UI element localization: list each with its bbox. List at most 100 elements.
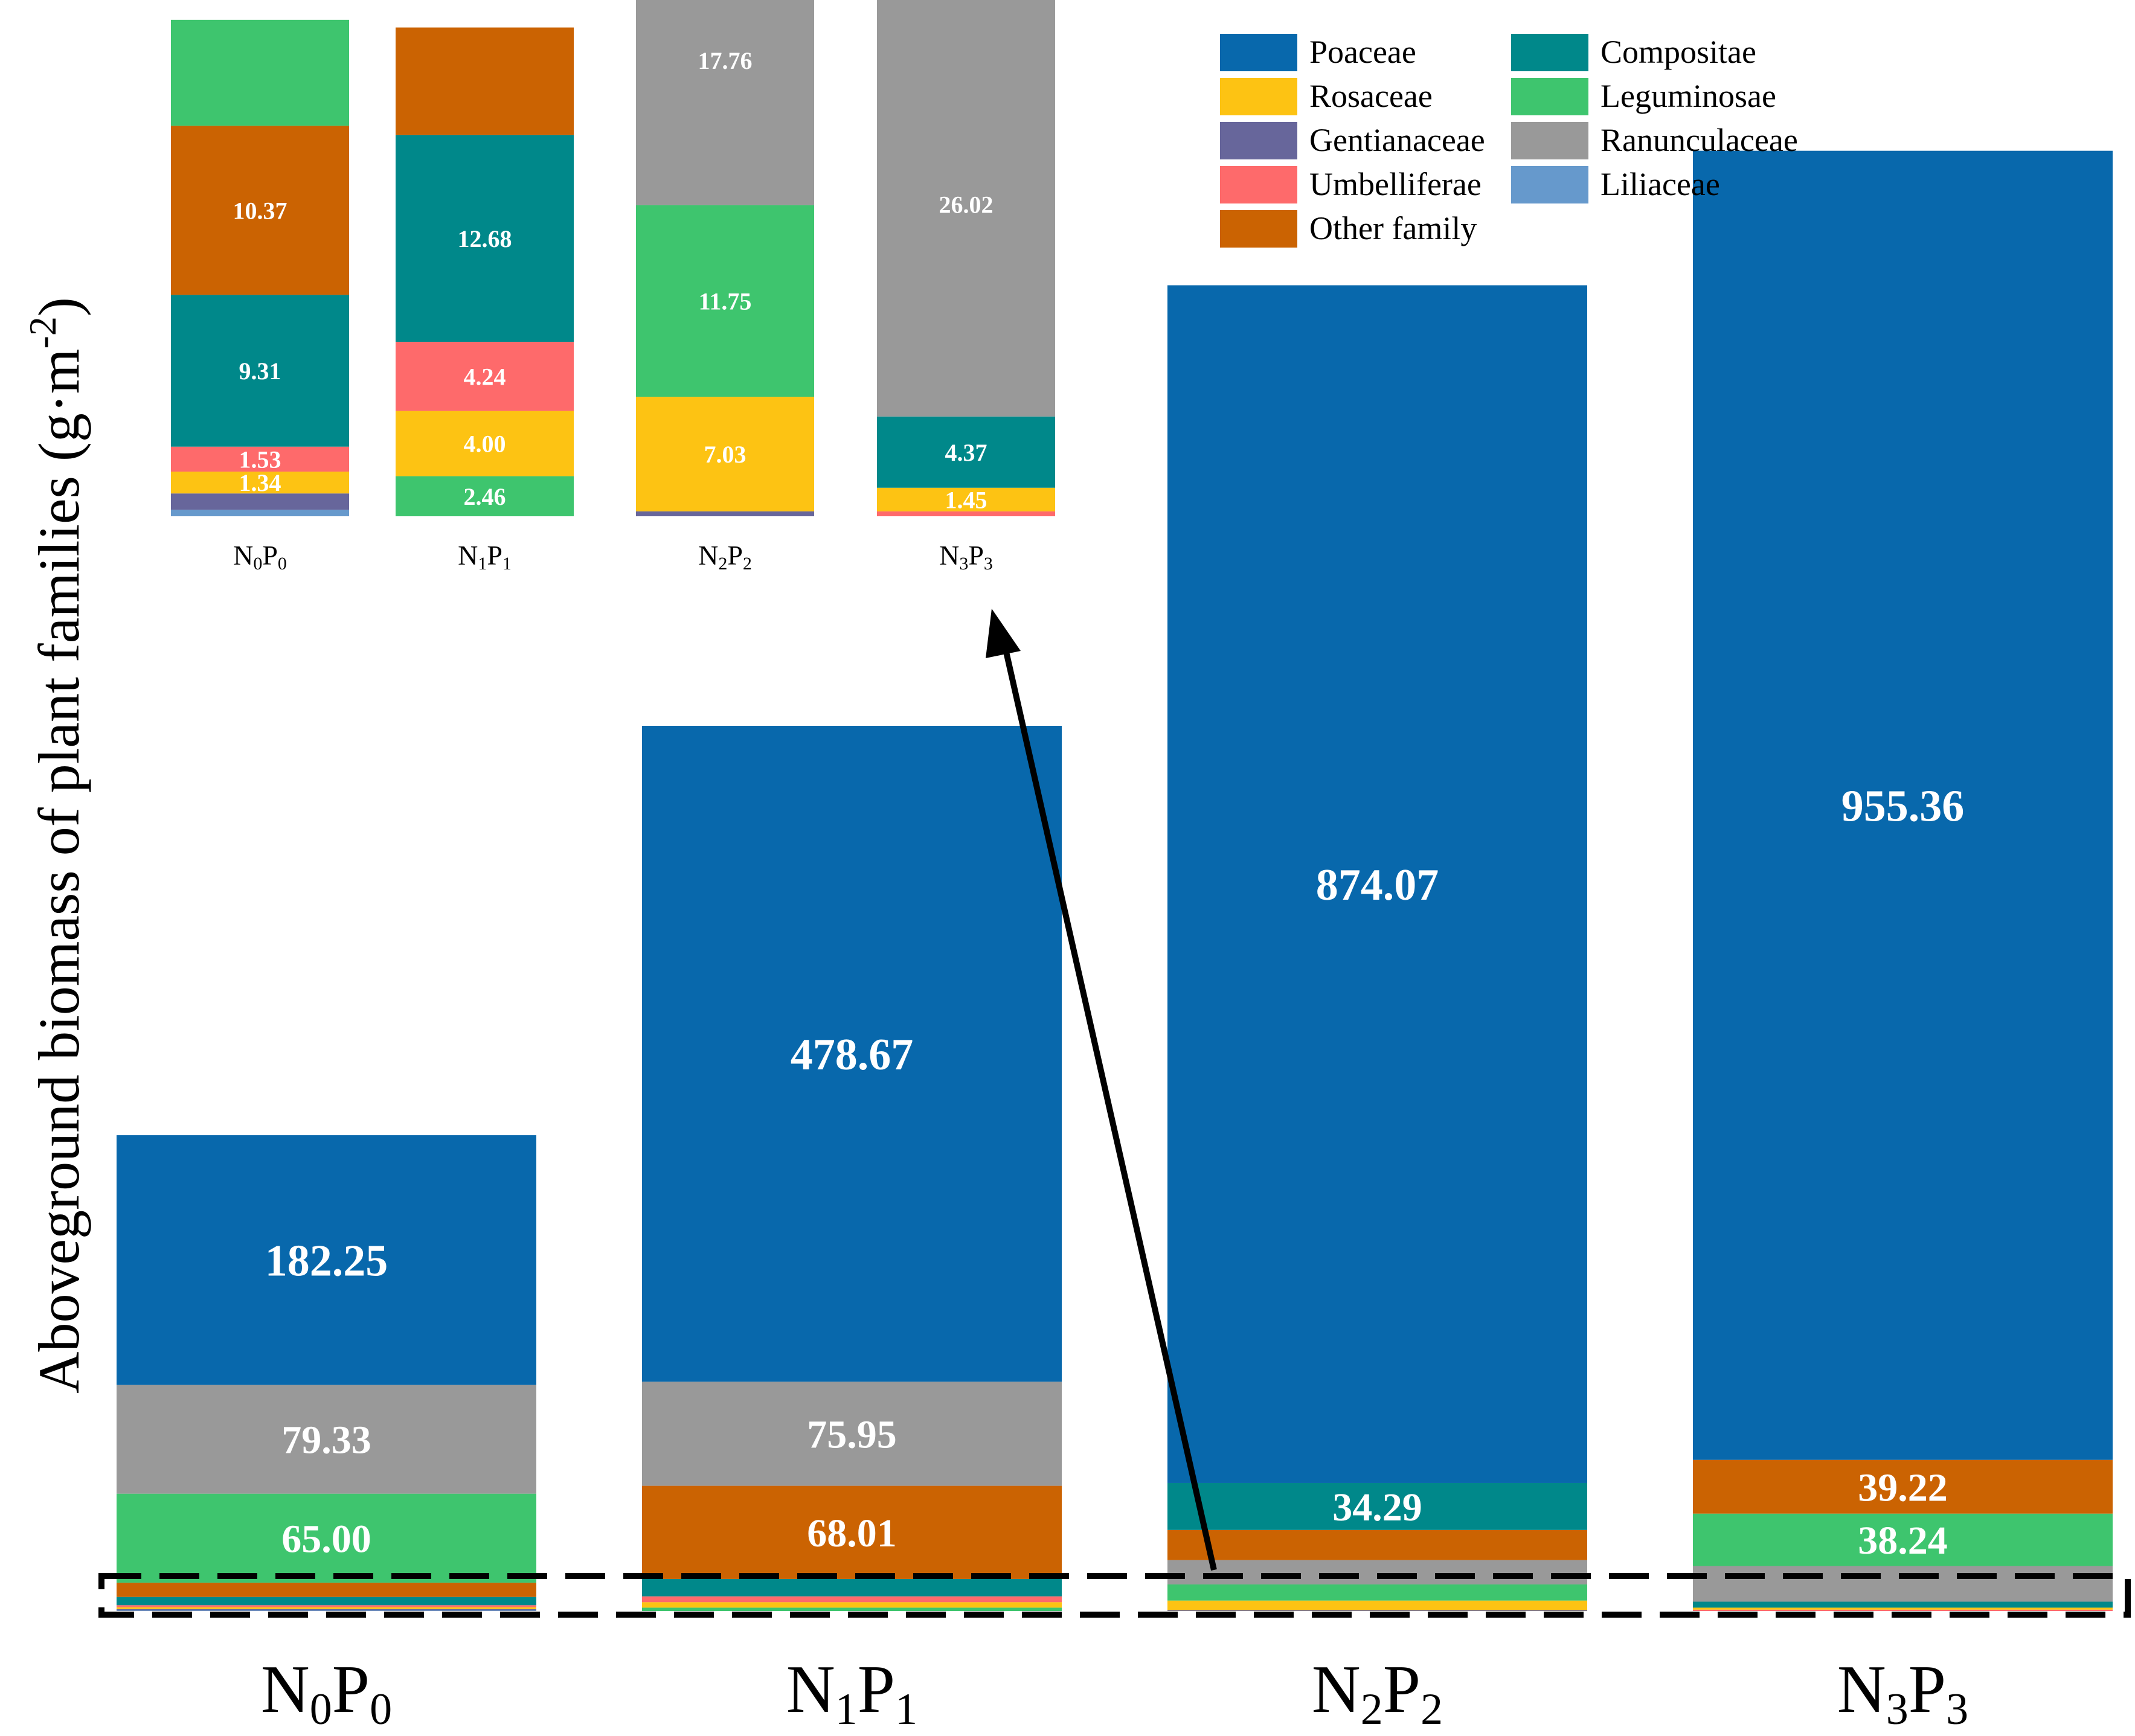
inset-bar-leguminosae-0 xyxy=(171,19,349,126)
legend-swatch-other-family xyxy=(1220,210,1297,248)
inset-x-tick-label-0-p: P xyxy=(262,540,278,571)
inset-bar-compositae-3 xyxy=(877,416,1055,488)
legend-item-ranunculaceae: Ranunculaceae xyxy=(1511,122,1798,159)
bar-rosaceae-1 xyxy=(642,1602,1062,1608)
inset-data-label-rosaceae-2: 7.03 xyxy=(704,441,746,468)
inset-bar-leguminosae-1 xyxy=(396,476,574,516)
x-tick-label-1-pn: 1 xyxy=(895,1685,917,1734)
legend-item-rosaceae: Rosaceae xyxy=(1220,78,1433,115)
inset-x-tick-label-1-n: 1 xyxy=(478,554,487,574)
inset-x-axis-labels: N0P0 N1P1 N2P2 N3P3 xyxy=(233,540,993,574)
main-x-axis-labels: N0P0 N1P1 N2P2 N3P3 xyxy=(261,1652,1968,1734)
x-tick-label-1-n: 1 xyxy=(835,1685,858,1734)
bar-rosaceae-0 xyxy=(117,1607,536,1609)
bar-umbelliferae-0 xyxy=(117,1605,536,1607)
legend-label-poaceae: Poaceae xyxy=(1309,34,1416,70)
x-tick-label-2-pn: 2 xyxy=(1421,1685,1443,1734)
x-tick-label-2: N2P2 xyxy=(1312,1652,1443,1734)
data-label-other-family-3: 39.22 xyxy=(1858,1465,1948,1510)
bar-other-family-2 xyxy=(1167,1529,1587,1560)
inset-x-tick-label-2-p: P xyxy=(727,540,743,571)
inset-bar-compositae-1 xyxy=(396,135,574,342)
data-label-other-family-1: 68.01 xyxy=(807,1511,897,1555)
inset-x-tick-label-3: N3P3 xyxy=(939,540,993,574)
x-tick-label-0-p: P xyxy=(332,1652,370,1727)
inset-bar-ranunculaceae-2 xyxy=(636,0,814,205)
inset-bar-liliaceae-0 xyxy=(171,510,349,516)
inset-data-label-compositae-3: 4.37 xyxy=(945,439,987,466)
x-tick-label-3: N3P3 xyxy=(1837,1652,1968,1734)
bar-ranunculaceae-1 xyxy=(642,1382,1062,1486)
bar-poaceae-0 xyxy=(117,1135,536,1385)
bar-leguminosae-1 xyxy=(642,1607,1062,1611)
legend-item-umbelliferae: Umbelliferae xyxy=(1220,166,1482,203)
legend-label-leguminosae: Leguminosae xyxy=(1600,78,1776,114)
legend-item-other-family: Other family xyxy=(1220,210,1477,248)
legend-label-ranunculaceae: Ranunculaceae xyxy=(1600,122,1798,158)
x-tick-label-1-base: N xyxy=(786,1652,835,1727)
bar-ranunculaceae-3 xyxy=(1693,1566,2113,1602)
inset-x-tick-label-2-n: 2 xyxy=(718,554,727,574)
inset-bar-other-family-0 xyxy=(171,126,349,295)
inset-data-label-rosaceae-0: 1.34 xyxy=(239,469,281,496)
x-tick-label-3-p: P xyxy=(1909,1652,1946,1727)
bar-poaceae-3 xyxy=(1693,150,2113,1460)
inset-bar-rosaceae-2 xyxy=(636,397,814,511)
y-axis-label: Aboveground biomass of plant families (g… xyxy=(21,297,91,1394)
inset-bar-umbelliferae-3 xyxy=(877,511,1055,516)
legend-swatch-compositae xyxy=(1511,34,1588,71)
inset-x-tick-label-1-base: N xyxy=(458,540,478,571)
inset-x-tick-label-3-p: P xyxy=(968,540,984,571)
bar-ranunculaceae-2 xyxy=(1167,1560,1587,1585)
inset-x-tick-label-1: N1P1 xyxy=(458,540,512,574)
data-label-leguminosae-3: 38.24 xyxy=(1858,1519,1948,1563)
data-label-poaceae-2: 874.07 xyxy=(1316,860,1439,910)
inset-bar-rosaceae-0 xyxy=(171,472,349,494)
data-label-poaceae-3: 955.36 xyxy=(1841,782,1965,831)
inset-bar-rosaceae-1 xyxy=(396,411,574,476)
inset-data-label-leguminosae-2: 11.75 xyxy=(699,287,752,315)
legend-swatch-rosaceae xyxy=(1220,78,1297,115)
inset-data-label-other-family-0: 10.37 xyxy=(233,197,287,224)
inset-x-tick-label-2-pn: 2 xyxy=(743,554,752,574)
bar-gentianaceae-2 xyxy=(1167,1610,1587,1611)
legend-swatch-gentianaceae xyxy=(1220,122,1297,159)
inset-data-label-rosaceae-1: 4.00 xyxy=(464,431,506,458)
legend-label-compositae: Compositae xyxy=(1600,34,1756,70)
inset-x-tick-label-3-pn: 3 xyxy=(984,554,993,574)
inset-x-tick-label-1-p: P xyxy=(487,540,502,571)
inset-bar-other-family-1 xyxy=(396,27,574,135)
x-tick-label-2-n: 2 xyxy=(1361,1685,1383,1734)
main-stacked-bars: 65.00 79.33 182.25 68.01 75.95 478.67 34.29 874… xyxy=(117,150,2113,1611)
legend-item-leguminosae: Leguminosae xyxy=(1511,78,1776,115)
legend-swatch-umbelliferae xyxy=(1220,166,1297,203)
x-tick-label-0-pn: 0 xyxy=(370,1685,392,1734)
legend-label-other-family: Other family xyxy=(1309,210,1477,246)
bar-compositae-1 xyxy=(642,1578,1062,1597)
x-tick-label-1: N1P1 xyxy=(786,1652,917,1734)
bar-liliaceae-0 xyxy=(117,1610,536,1611)
bar-compositae-2 xyxy=(1167,1482,1587,1530)
inset-x-tick-label-0-n: 0 xyxy=(253,554,262,574)
legend: Poaceae Rosaceae Gentianaceae Umbelliferae O… xyxy=(1220,34,1798,248)
inset-data-label-rosaceae-3: 1.45 xyxy=(945,486,987,513)
legend-swatch-liliaceae xyxy=(1511,166,1588,203)
bar-rosaceae-2 xyxy=(1167,1600,1587,1610)
legend-label-rosaceae: Rosaceae xyxy=(1309,78,1433,114)
legend-swatch-leguminosae xyxy=(1511,78,1588,115)
y-axis-label-main: Aboveground biomass of plant families (g… xyxy=(27,348,91,1393)
data-label-ranunculaceae-1: 75.95 xyxy=(807,1413,897,1457)
x-tick-label-3-base: N xyxy=(1837,1652,1886,1727)
inset-data-label-compositae-0: 9.31 xyxy=(239,357,281,385)
bar-other-family-0 xyxy=(117,1583,536,1597)
inset-bar-leguminosae-2 xyxy=(636,205,814,397)
legend-label-gentianaceae: Gentianaceae xyxy=(1309,122,1485,158)
bar-other-family-3 xyxy=(1693,1459,2113,1514)
zoom-arrow-line xyxy=(1001,640,1217,1571)
legend-swatch-poaceae xyxy=(1220,34,1297,71)
bar-poaceae-2 xyxy=(1167,285,1587,1483)
inset-stacked-bars: 1.341.53 9.31 10.37 2.46 4.00 4.24 12.68 7.03 11… xyxy=(171,0,1055,516)
inset-bar-rosaceae-3 xyxy=(877,487,1055,511)
legend-label-liliaceae: Liliaceae xyxy=(1600,166,1720,202)
